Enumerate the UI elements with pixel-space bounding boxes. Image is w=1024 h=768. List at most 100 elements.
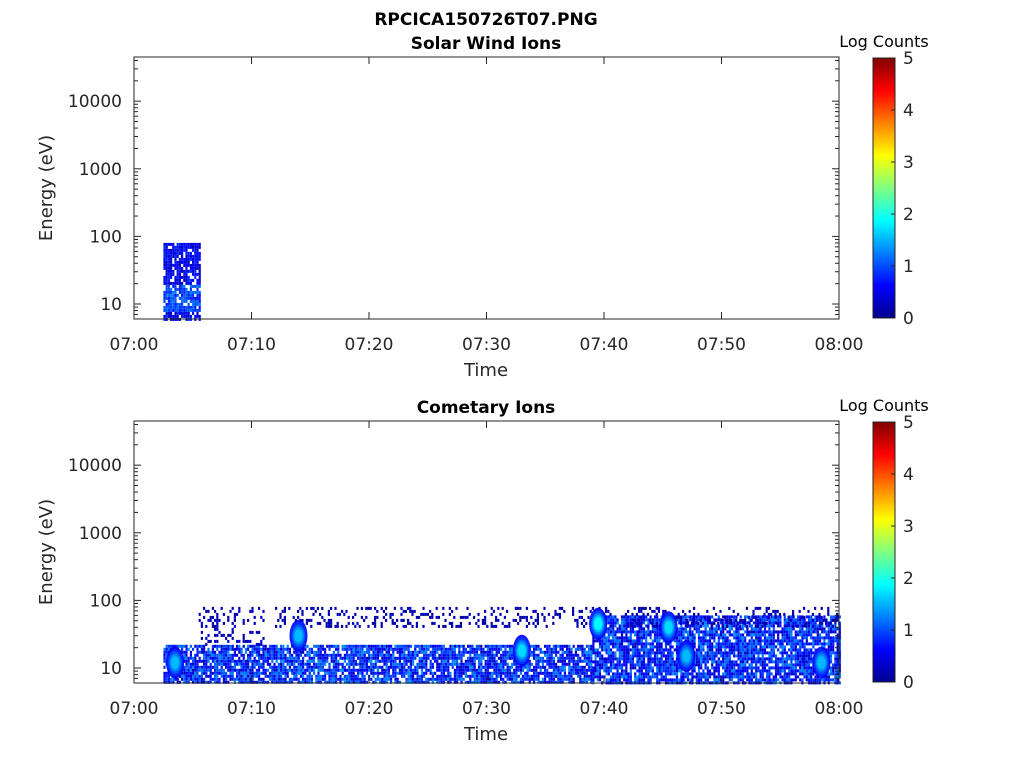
cometary-heat-cell <box>227 653 230 657</box>
cometary-heat-cell <box>601 645 604 649</box>
cometary-heat-cell <box>227 674 230 678</box>
solar-wind-heat-cell <box>176 272 179 276</box>
cometary-heat-cell <box>570 671 573 675</box>
cometary-heat-cell <box>774 675 778 679</box>
cometary-heat-cell <box>625 618 628 622</box>
cometary-heat-cell <box>557 656 560 660</box>
cometary-heat-cell <box>431 656 434 660</box>
cometary-heat-cell <box>302 650 305 654</box>
cometary-heat-cell <box>489 674 492 678</box>
cometary-heat-cell <box>165 653 168 657</box>
cometary-heat-cell <box>783 630 786 634</box>
cometary-heat-cell <box>524 665 527 669</box>
cometary-heat-cell <box>359 647 362 651</box>
cometary-heat-cell <box>724 642 727 646</box>
cometary-heat-cell <box>508 644 511 648</box>
cometary-heat-cell <box>779 630 782 634</box>
solar-wind-heat-cell <box>189 266 192 270</box>
cometary-heat-cell <box>350 656 353 660</box>
cometary-heat-cell <box>724 648 727 652</box>
cometary-heat-cell <box>343 644 346 648</box>
cometary-heat-cell <box>691 642 694 646</box>
cometary-heat-cell <box>363 665 366 669</box>
cometary-heat-cell <box>189 674 192 678</box>
cometary-heat-cell <box>247 680 250 684</box>
cometary-heat-cell <box>393 621 396 625</box>
cometary-heat-cell <box>616 639 619 643</box>
cometary-heat-cell <box>568 662 571 666</box>
cometary-heat-cell <box>475 647 478 651</box>
cometary-heat-cell <box>537 665 540 669</box>
cometary-heat-cell <box>612 636 615 640</box>
cometary-heat-cell <box>651 672 654 676</box>
cometary-heat-cell <box>233 615 236 619</box>
cometary-heat-cell <box>222 621 225 625</box>
cometary-heat-cell <box>260 653 263 657</box>
cometary-heat-cell <box>489 653 492 657</box>
cometary-heat-cell <box>642 654 646 658</box>
cometary-heat-cell <box>838 645 841 649</box>
cometary-heat-cell <box>559 647 562 651</box>
cometary-heat-cell <box>636 618 639 622</box>
cometary-heat-cell <box>403 665 406 669</box>
cometary-heat-cell <box>653 672 657 676</box>
cometary-heat-cell <box>645 624 648 628</box>
solar-wind-heat-cell <box>196 251 199 255</box>
cometary-heat-cell <box>451 609 454 613</box>
cometary-heat-cell <box>231 665 234 669</box>
cometary-heat-cell <box>803 651 806 655</box>
cometary-heat-cell <box>546 668 549 672</box>
cometary-heat-cell <box>671 663 674 667</box>
cometary-heat-cell <box>623 624 626 628</box>
cometary-heat-cell <box>200 671 203 675</box>
cometary-heat-cell <box>326 659 329 663</box>
cometary-heat-cell <box>744 615 747 619</box>
cometary-heat-cell <box>724 633 727 637</box>
cometary-heat-cell <box>291 668 294 672</box>
cometary-heat-cell <box>750 666 753 670</box>
cometary-heat-cell <box>735 624 738 628</box>
cometary-heat-cell <box>357 650 360 654</box>
cometary-heat-cell <box>750 672 753 676</box>
cometary-heat-cell <box>429 609 432 613</box>
cometary-heat-cell <box>396 644 399 648</box>
cometary-heat-cell <box>748 678 751 682</box>
cometary-heat-cell <box>658 621 661 625</box>
cometary-heat-cell <box>664 675 668 679</box>
cometary-heat-cell <box>442 665 445 669</box>
cometary-heat-cell <box>264 668 267 672</box>
cometary-heat-cell <box>730 648 734 652</box>
cometary-heat-cell <box>834 654 837 658</box>
cometary-heat-cell <box>629 657 632 661</box>
cometary-heat-cell <box>324 659 327 663</box>
cometary-heat-cell <box>598 651 602 655</box>
cometary-heat-cell <box>590 644 593 648</box>
cometary-heat-cell <box>332 644 335 648</box>
cometary-heat-cell <box>412 653 415 657</box>
cometary-heat-cell <box>559 659 562 663</box>
cometary-heat-cell <box>713 675 716 679</box>
cometary-heat-cell <box>264 674 267 678</box>
solar-wind-heat-cell <box>170 293 173 297</box>
cometary-heat-cell <box>689 678 692 682</box>
cometary-heat-cell <box>462 665 465 669</box>
cometary-heat-cell <box>313 668 316 672</box>
cometary-heat-cell <box>645 654 648 658</box>
cometary-heat-cell <box>255 659 258 663</box>
cometary-heat-cell <box>816 624 819 628</box>
solar-wind-heat-cell <box>170 287 173 291</box>
solar-wind-heat-cell <box>163 251 166 255</box>
cometary-heat-cell <box>482 656 485 660</box>
cometary-heat-cell <box>702 675 705 679</box>
cometary-heat-cell <box>317 653 320 657</box>
cometary-heat-cell <box>456 653 459 657</box>
cometary-heat-cell <box>739 615 742 619</box>
cometary-heat-cell <box>675 654 679 658</box>
cometary-heat-cell <box>838 627 841 631</box>
solar-wind-heat-cell <box>167 260 170 264</box>
cometary-heat-cell <box>653 660 657 664</box>
cometary-heat-cell <box>585 644 588 648</box>
cometary-heat-cell <box>777 648 780 652</box>
cometary-heat-cell <box>447 650 450 654</box>
solar-wind-heat-cell <box>178 245 181 249</box>
